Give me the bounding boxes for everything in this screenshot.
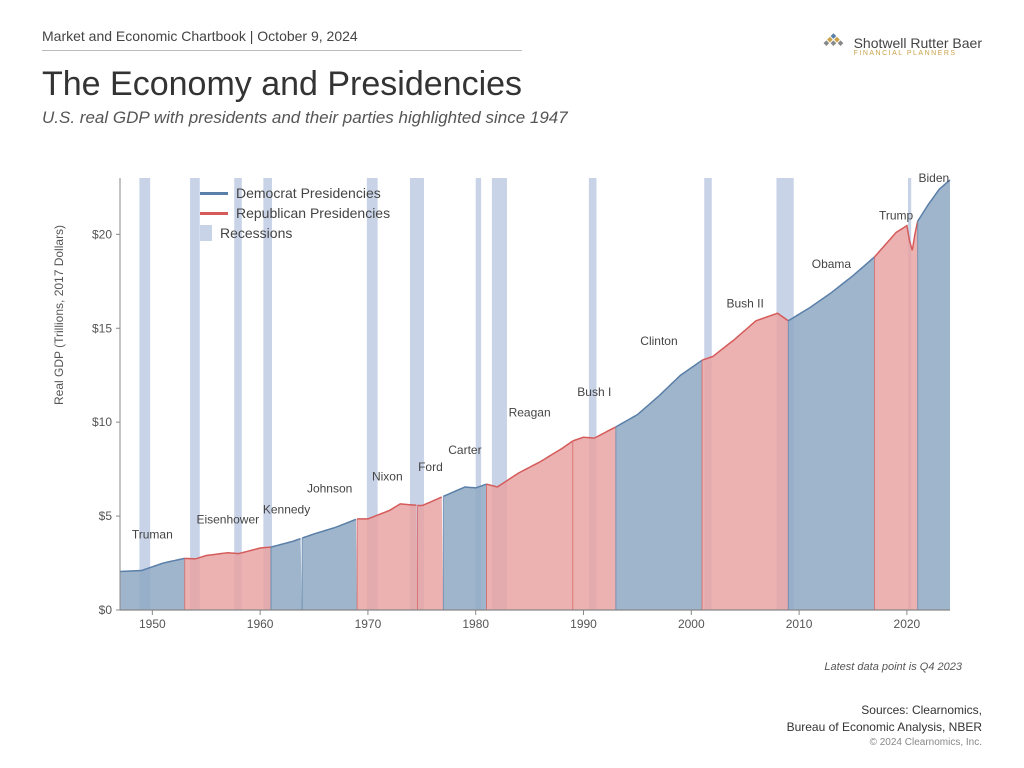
legend-label: Recessions (220, 225, 292, 241)
x-tick-label: 2020 (894, 617, 921, 631)
presidency-area (616, 360, 702, 610)
presidency-area (702, 313, 788, 610)
legend-label: Republican Presidencies (236, 205, 390, 221)
president-label: Obama (812, 257, 852, 271)
legend-swatch (200, 192, 228, 195)
recession-band (190, 178, 200, 610)
x-tick-label: 1950 (139, 617, 166, 631)
presidency-area (418, 497, 444, 610)
legend-item: Recessions (200, 225, 390, 241)
president-label: Reagan (509, 406, 551, 420)
y-tick-label: $10 (92, 415, 112, 429)
x-tick-label: 2010 (786, 617, 813, 631)
chart-note: Latest data point is Q4 2023 (824, 661, 962, 673)
page-subtitle: U.S. real GDP with presidents and their … (42, 108, 818, 128)
page-title: The Economy and Presidencies (42, 65, 818, 104)
presidency-area (443, 484, 486, 610)
presidency-area (918, 180, 950, 610)
x-tick-label: 1960 (247, 617, 274, 631)
copyright: © 2024 Clearnomics, Inc. (787, 736, 982, 750)
y-tick-label: $0 (99, 603, 113, 617)
brand-name: Shotwell Rutter Baer (854, 36, 982, 50)
president-label: Carter (448, 443, 481, 457)
president-label: Biden (918, 171, 949, 185)
footer-sources: Sources: Clearnomics, Bureau of Economic… (787, 702, 982, 750)
y-tick-label: $5 (99, 509, 113, 523)
recession-band (139, 178, 150, 610)
presidency-area (788, 257, 874, 610)
brand-logo-icon (818, 32, 846, 60)
president-label: Johnson (307, 482, 352, 496)
brand-logo: Shotwell Rutter Baer FINANCIAL PLANNERS (818, 32, 982, 60)
y-tick-label: $20 (92, 227, 112, 241)
legend-label: Democrat Presidencies (236, 185, 381, 201)
president-label: Eisenhower (196, 513, 259, 527)
president-label: Bush II (727, 297, 764, 311)
x-tick-label: 1980 (462, 617, 489, 631)
president-label: Truman (132, 528, 173, 542)
president-label: Ford (418, 460, 443, 474)
x-tick-label: 1970 (355, 617, 382, 631)
y-axis-label: Real GDP (Trillions, 2017 Dollars) (52, 225, 66, 405)
sources-line-2: Bureau of Economic Analysis, NBER (787, 719, 982, 736)
legend-item: Democrat Presidencies (200, 185, 390, 201)
brand-tagline: FINANCIAL PLANNERS (854, 50, 982, 57)
legend-item: Republican Presidencies (200, 205, 390, 221)
sources-line-1: Sources: Clearnomics, (787, 702, 982, 719)
presidency-area (271, 539, 302, 610)
legend-swatch (200, 225, 212, 241)
x-tick-label: 1990 (570, 617, 597, 631)
president-label: Clinton (640, 334, 677, 348)
chart-legend: Democrat Presidencies Republican Presiden… (200, 185, 390, 245)
legend-swatch (200, 212, 228, 215)
president-label: Trump (879, 208, 914, 222)
president-label: Nixon (372, 469, 403, 483)
presidency-area (302, 519, 357, 610)
president-label: Bush I (577, 385, 611, 399)
presidency-area (357, 504, 417, 610)
y-tick-label: $15 (92, 321, 112, 335)
presidency-area (573, 427, 616, 610)
presidency-area (875, 221, 918, 610)
x-tick-label: 2000 (678, 617, 705, 631)
breadcrumb: Market and Economic Chartbook | October … (42, 28, 522, 51)
president-label: Kennedy (263, 502, 310, 516)
